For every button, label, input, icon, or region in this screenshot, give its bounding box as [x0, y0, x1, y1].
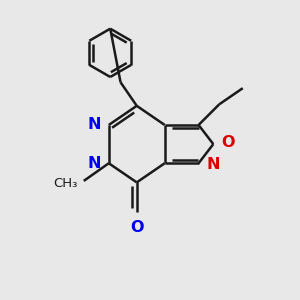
Text: O: O — [222, 135, 235, 150]
Text: N: N — [87, 118, 101, 133]
Text: N: N — [207, 157, 220, 172]
Text: CH₃: CH₃ — [53, 177, 78, 190]
Text: N: N — [87, 156, 101, 171]
Text: O: O — [130, 220, 143, 235]
